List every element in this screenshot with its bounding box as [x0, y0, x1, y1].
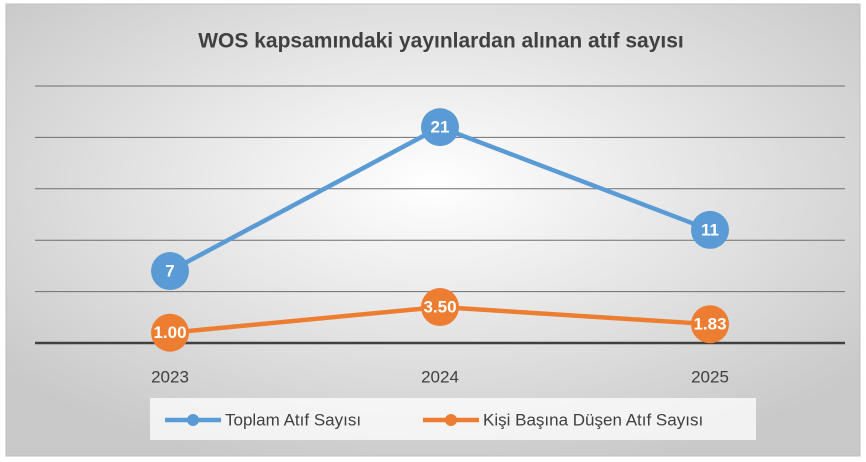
- point-marker: [421, 288, 459, 327]
- legend-swatch-marker: [445, 414, 457, 426]
- x-tick-label: 2023: [151, 367, 189, 386]
- legend-label: Kişi Başına Düşen Atıf Sayısı: [483, 410, 703, 429]
- point-marker: [151, 252, 189, 291]
- x-tick-label: 2025: [691, 367, 729, 386]
- point-marker: [691, 305, 729, 344]
- data-label: 7: [165, 262, 174, 281]
- data-label: 3.50: [423, 298, 456, 317]
- x-tick-label: 2024: [421, 367, 459, 386]
- point-marker: [691, 210, 729, 249]
- chart-title: WOS kapsamındaki yayınlardan alınan atıf…: [198, 30, 684, 53]
- data-label: 21: [431, 118, 450, 137]
- point-marker: [151, 313, 189, 352]
- chart-background: [5, 3, 861, 457]
- point-marker: [421, 108, 459, 147]
- legend-label: Toplam Atıf Sayısı: [225, 410, 361, 429]
- data-label: 1.83: [693, 315, 726, 334]
- legend-swatch-marker: [187, 414, 199, 426]
- data-label: 11: [701, 220, 719, 239]
- data-label: 1.00: [153, 323, 186, 342]
